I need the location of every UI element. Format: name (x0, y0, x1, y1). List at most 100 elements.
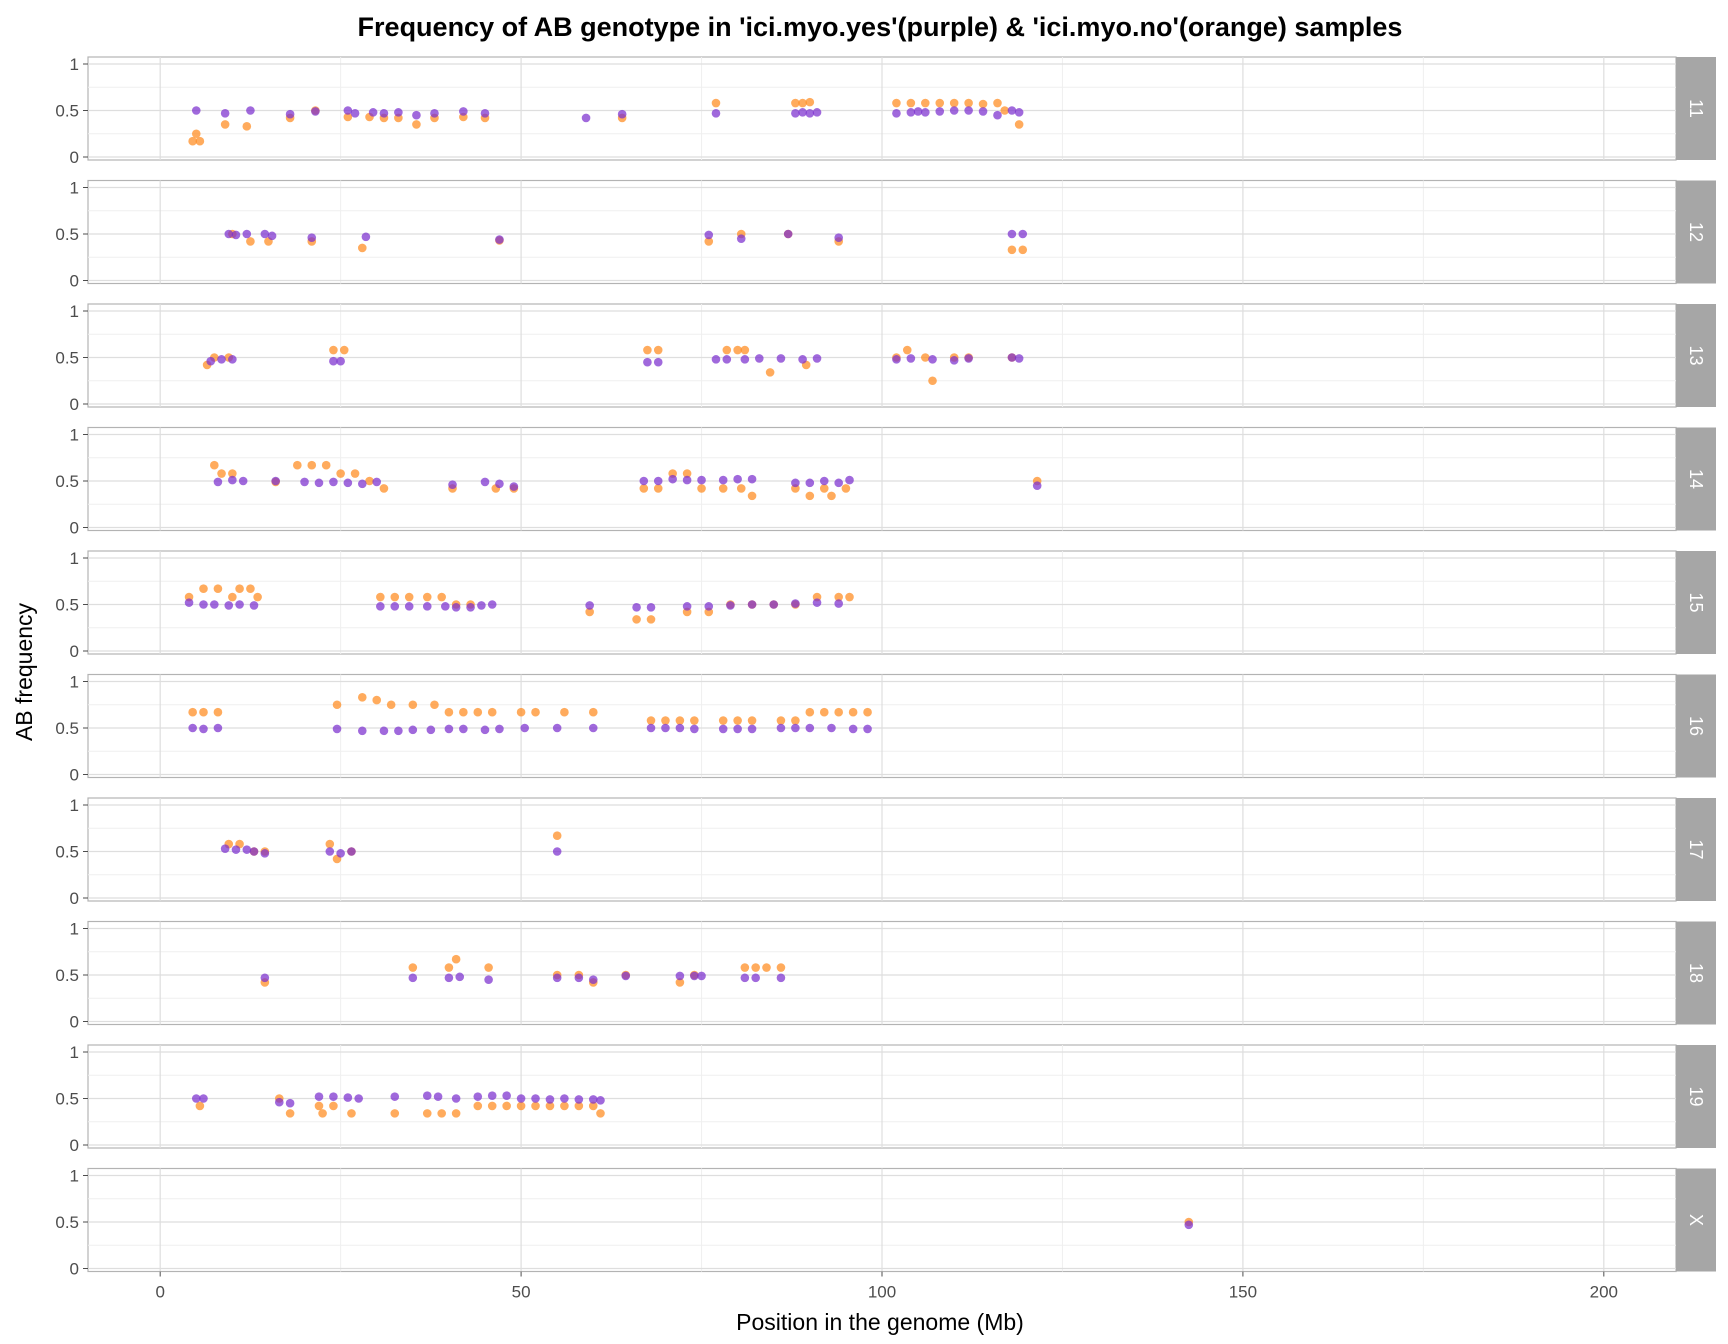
chart-title: Frequency of AB genotype in 'ici.myo.yes… (358, 12, 1403, 42)
point-no (834, 592, 843, 602)
point-no (357, 243, 367, 253)
point-yes (646, 602, 656, 612)
y-tick-label: 0.5 (55, 225, 79, 244)
point-yes (819, 476, 829, 486)
point-yes (184, 598, 194, 607)
point-yes (747, 724, 757, 734)
point-no (560, 1101, 569, 1111)
x-tick-label: 50 (512, 1283, 531, 1302)
point-no (827, 491, 836, 501)
facet-strip (1676, 57, 1716, 160)
point-no (646, 716, 656, 725)
point-yes (545, 1095, 555, 1104)
point-no (473, 1101, 483, 1111)
facet-strip (1676, 1045, 1716, 1148)
facet-strip (1676, 551, 1716, 654)
point-yes (422, 602, 432, 611)
point-no (531, 707, 540, 717)
facet-strip-label: 11 (1686, 99, 1706, 118)
point-no (751, 963, 760, 972)
point-yes (408, 973, 418, 983)
point-yes (260, 229, 270, 239)
point-yes (964, 354, 973, 363)
point-yes (552, 847, 562, 856)
point-yes (845, 475, 854, 485)
point-no (596, 1109, 605, 1118)
point-yes (495, 235, 504, 244)
point-yes (798, 108, 807, 117)
point-yes (390, 602, 400, 611)
point-yes (285, 109, 295, 119)
point-yes (412, 110, 421, 120)
point-no (661, 716, 670, 725)
facet-strip-label: 15 (1686, 592, 1706, 612)
y-tick-label: 0 (70, 148, 79, 167)
point-no (336, 469, 345, 478)
facet-strip-label: 17 (1686, 839, 1706, 859)
point-yes (1007, 353, 1017, 362)
y-tick-label: 1 (70, 426, 79, 445)
y-tick-label: 1 (70, 1167, 79, 1186)
point-yes (484, 975, 493, 984)
y-tick-label: 0.5 (55, 843, 79, 862)
point-yes (448, 480, 457, 490)
point-no (791, 98, 800, 108)
point-no (412, 120, 421, 129)
point-no (682, 469, 692, 478)
point-no (404, 592, 414, 602)
point-yes (325, 847, 335, 856)
x-tick-label: 200 (1590, 1283, 1618, 1302)
point-no (653, 484, 663, 493)
point-yes (668, 474, 677, 484)
facet-panel-17: 0 0.5 1 17 (55, 796, 1716, 908)
point-yes (347, 847, 356, 856)
point-no (408, 700, 418, 710)
x-tick-label: 150 (1229, 1283, 1257, 1302)
point-yes (487, 1091, 497, 1101)
point-no (964, 98, 973, 108)
point-yes (805, 478, 815, 488)
facet-strip-label: 19 (1686, 1086, 1706, 1106)
point-yes (372, 477, 382, 487)
point-yes (495, 479, 504, 489)
point-yes (459, 107, 468, 116)
point-no (653, 345, 663, 355)
point-yes (477, 601, 486, 610)
point-no (639, 484, 649, 493)
point-yes (711, 355, 721, 364)
point-yes (711, 108, 721, 118)
point-no (704, 237, 714, 246)
point-no (422, 592, 432, 602)
point-no (747, 491, 757, 501)
point-no (242, 122, 252, 131)
point-no (740, 345, 750, 355)
point-no (690, 716, 699, 725)
point-yes (242, 845, 252, 854)
point-no (325, 839, 335, 849)
point-no (199, 707, 208, 717)
facet-panel-14: 0 0.5 1 14 (55, 426, 1716, 538)
point-yes (621, 971, 631, 981)
point-yes (267, 231, 277, 241)
point-yes (228, 475, 237, 485)
point-no (791, 716, 800, 725)
y-tick-label: 0 (70, 889, 79, 908)
point-yes (390, 1092, 400, 1101)
y-tick-label: 0.5 (55, 472, 79, 491)
point-no (574, 1101, 584, 1111)
point-no (210, 460, 219, 470)
y-tick-label: 0 (70, 272, 79, 291)
facet-panels: 00.511100.511200.511300.511400.511500.51… (55, 55, 1716, 1279)
point-yes (228, 355, 237, 364)
point-yes (451, 1094, 461, 1103)
point-yes (473, 1092, 483, 1101)
point-no (487, 707, 497, 717)
point-yes (1018, 229, 1028, 239)
point-no (379, 484, 389, 493)
point-yes (433, 1092, 443, 1101)
point-yes (776, 973, 786, 983)
point-yes (682, 602, 692, 611)
point-yes (404, 602, 414, 611)
y-tick-label: 0.5 (55, 102, 79, 121)
facet-strip (1676, 921, 1716, 1025)
